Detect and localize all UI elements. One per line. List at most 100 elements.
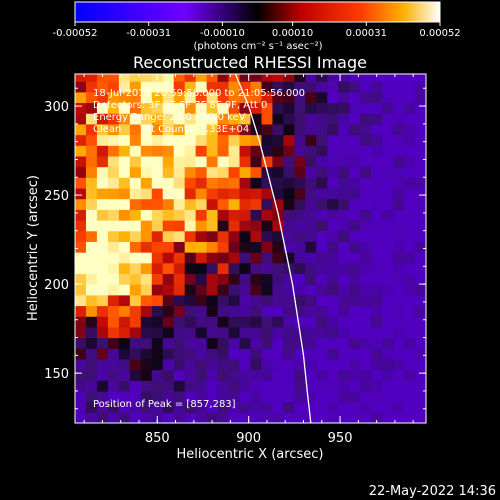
heatmap-cell [316, 412, 328, 423]
heatmap-cell [206, 401, 219, 413]
heatmap-cell [129, 113, 142, 125]
heatmap-cell [360, 252, 372, 264]
heatmap-cell [184, 230, 197, 242]
heatmap-cell [415, 337, 426, 349]
heatmap-cell [250, 284, 263, 296]
heatmap-cell [294, 358, 306, 371]
heatmap-cell [184, 123, 197, 136]
heatmap-cell [151, 316, 164, 328]
heatmap-cell [173, 230, 186, 242]
heatmap-cell [184, 273, 197, 285]
heatmap-cell [294, 390, 306, 403]
heatmap-cell [75, 241, 87, 253]
heatmap-cell [239, 380, 252, 392]
heatmap-cell [349, 134, 361, 146]
heatmap-cell [118, 230, 131, 242]
heatmap-cell [305, 145, 317, 157]
heatmap-cell [75, 252, 87, 264]
heatmap-cell [261, 209, 274, 221]
heatmap-cell [393, 134, 405, 146]
heatmap-cell [118, 273, 131, 285]
heatmap-cell [250, 316, 263, 328]
heatmap-cell [85, 74, 98, 82]
heatmap-cell [85, 220, 98, 232]
heatmap-cell [294, 74, 306, 82]
heatmap-cell [75, 284, 87, 296]
heatmap-cell [382, 123, 394, 136]
heatmap-cell [151, 294, 164, 307]
heatmap-cell [272, 81, 285, 93]
heatmap-cell [327, 316, 339, 328]
heatmap-cell [382, 316, 394, 328]
heatmap-cell [140, 284, 153, 296]
heatmap-cell [360, 74, 372, 82]
heatmap-cell [96, 326, 109, 339]
heatmap-cell [360, 145, 372, 157]
heatmap-cell [349, 337, 361, 349]
heatmap-cell [96, 241, 109, 253]
heatmap-cell [118, 177, 131, 189]
heatmap-cell [173, 74, 186, 82]
heatmap-cell [107, 209, 120, 221]
heatmap-cell [162, 348, 175, 360]
heatmap-cell [305, 102, 317, 114]
heatmap-cell [151, 123, 164, 136]
heatmap-cell [107, 369, 120, 381]
heatmap-cell [305, 209, 317, 221]
heatmap-cell [75, 198, 87, 210]
heatmap-cell [283, 284, 295, 296]
heatmap-cell [338, 74, 350, 82]
heatmap-cell [239, 262, 252, 275]
heatmap-cell [371, 316, 383, 328]
heatmap-cell [75, 380, 87, 392]
heatmap-cell [382, 198, 394, 210]
heatmap-cell [85, 134, 98, 146]
heatmap-cell [151, 358, 164, 371]
heatmap-cell [338, 284, 350, 296]
heatmap-cell [360, 230, 372, 242]
heatmap-cell [75, 369, 87, 381]
heatmap-cell [162, 91, 175, 104]
heatmap-cell [217, 358, 230, 371]
heatmap-cell [206, 273, 219, 285]
heatmap-cell [371, 273, 383, 285]
heatmap-cell [107, 220, 120, 232]
heatmap-cell [261, 252, 274, 264]
heatmap-cell [327, 284, 339, 296]
heatmap-cell [85, 187, 98, 200]
heatmap-cell [250, 102, 263, 114]
heatmap-cell [316, 209, 328, 221]
heatmap-cell [151, 113, 164, 125]
heatmap-cell [327, 166, 339, 178]
heatmap-cell [85, 294, 98, 307]
heatmap-cell [382, 326, 394, 339]
heatmap-cell [250, 305, 263, 317]
heatmap-cell [162, 337, 175, 349]
heatmap-cell [239, 113, 252, 125]
heatmap-cell [129, 401, 142, 413]
y-axis-label: Heliocentric Y (arcsec) [26, 175, 41, 321]
heatmap-cell [184, 102, 197, 114]
heatmap-cell [261, 316, 274, 328]
heatmap-cell [75, 390, 87, 403]
heatmap-cell [140, 187, 153, 200]
heatmap-cell [96, 230, 109, 242]
heatmap-cell [382, 145, 394, 157]
heatmap-cell [294, 294, 306, 307]
heatmap-cell [316, 198, 328, 210]
heatmap-cell [173, 262, 186, 275]
heatmap-cell [129, 155, 142, 168]
heatmap-cell [393, 81, 405, 93]
heatmap-cell [195, 198, 208, 210]
heatmap-cell [217, 230, 230, 242]
heatmap-cell [85, 369, 98, 381]
heatmap-cell [239, 74, 252, 82]
heatmap-cell [118, 380, 131, 392]
heatmap-cell [261, 348, 274, 360]
heatmap-cell [96, 412, 109, 423]
heatmap-cell [327, 369, 339, 381]
heatmap-cell [75, 305, 87, 317]
heatmap-cell [250, 177, 263, 189]
heatmap-cell [393, 273, 405, 285]
heatmap-cell [338, 145, 350, 157]
